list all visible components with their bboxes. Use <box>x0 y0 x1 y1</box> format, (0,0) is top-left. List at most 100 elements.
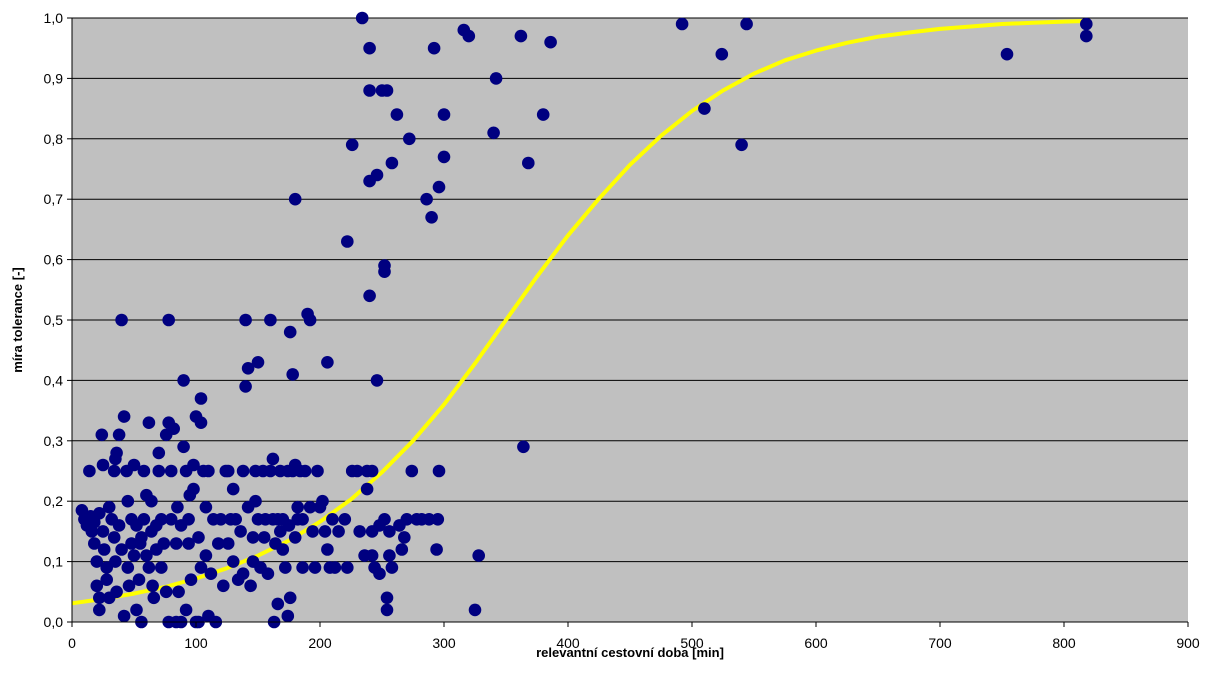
data-point <box>93 603 106 617</box>
data-point <box>110 585 123 599</box>
x-tick-label: 500 <box>680 635 704 651</box>
data-point <box>199 500 213 514</box>
data-point <box>403 132 416 146</box>
data-point <box>179 603 193 617</box>
data-point <box>241 362 255 375</box>
x-tick-label: 600 <box>804 635 828 651</box>
data-point <box>271 597 285 611</box>
data-point <box>244 579 257 593</box>
data-point <box>332 525 345 538</box>
data-point <box>239 380 252 393</box>
data-point <box>192 531 205 544</box>
data-point <box>127 458 141 472</box>
data-point <box>400 513 414 526</box>
data-point <box>380 84 394 97</box>
data-point <box>355 11 369 25</box>
data-point <box>363 84 376 97</box>
data-point <box>97 543 111 556</box>
data-point <box>432 180 446 194</box>
data-point <box>171 500 184 514</box>
data-point <box>341 235 354 248</box>
data-point <box>182 537 195 550</box>
data-point <box>236 567 250 580</box>
data-point <box>117 609 131 623</box>
data-point <box>430 543 443 556</box>
data-point <box>306 525 319 538</box>
data-point <box>395 543 409 556</box>
data-point <box>164 464 178 478</box>
data-point <box>321 543 334 556</box>
data-point <box>226 482 240 496</box>
data-point <box>437 150 451 164</box>
data-point <box>226 555 240 568</box>
data-point <box>115 313 128 327</box>
data-point <box>350 464 364 478</box>
data-point <box>155 513 168 526</box>
data-point <box>1000 47 1014 61</box>
data-point <box>162 313 175 327</box>
data-point <box>217 579 230 593</box>
data-point <box>115 543 128 556</box>
data-point <box>202 464 215 478</box>
data-point <box>522 156 535 170</box>
data-point <box>214 513 228 526</box>
data-point <box>328 561 342 574</box>
data-point <box>735 138 748 152</box>
data-point <box>489 72 503 85</box>
data-point <box>152 446 166 460</box>
data-point <box>152 464 166 478</box>
data-point <box>437 108 451 121</box>
data-point <box>296 561 309 574</box>
data-point <box>187 482 200 496</box>
data-point <box>177 440 190 454</box>
data-point <box>251 356 265 369</box>
data-point <box>221 464 235 478</box>
data-point <box>112 519 126 532</box>
data-point <box>172 585 185 599</box>
data-point <box>281 609 295 623</box>
data-point <box>239 313 252 327</box>
data-point <box>90 555 104 568</box>
data-point <box>420 192 433 206</box>
data-point <box>83 464 96 478</box>
data-point <box>137 464 151 478</box>
data-point <box>286 368 300 381</box>
data-point <box>249 494 262 508</box>
x-tick-labels: 0 100 200 300 400 500 600 700 800 900 <box>68 635 1200 651</box>
data-point <box>288 192 302 206</box>
y-tick-label: 0,0 <box>44 614 64 630</box>
data-point <box>431 513 445 526</box>
data-point <box>257 531 271 544</box>
x-tick-label: 800 <box>1052 635 1076 651</box>
data-point <box>96 525 110 538</box>
data-point <box>121 561 135 574</box>
data-point <box>169 537 183 550</box>
data-point <box>370 374 384 387</box>
data-point <box>88 537 101 550</box>
data-point <box>338 513 352 526</box>
x-tick-label: 700 <box>928 635 952 651</box>
data-point <box>487 126 500 140</box>
y-tick-label: 0,8 <box>44 131 64 147</box>
data-point <box>145 494 158 508</box>
data-point <box>432 464 446 478</box>
data-point <box>137 513 151 526</box>
data-point <box>353 525 367 538</box>
data-point <box>264 464 277 478</box>
data-point <box>125 537 138 550</box>
data-point <box>378 265 391 279</box>
data-point <box>132 573 146 586</box>
x-axis-title: relevantní cestovní doba [min] <box>536 645 724 660</box>
data-point <box>370 168 384 182</box>
data-point <box>283 325 297 339</box>
data-point <box>121 494 135 508</box>
data-point <box>266 452 280 466</box>
x-tick-label: 400 <box>556 635 580 651</box>
data-point <box>472 549 486 562</box>
x-tick-label: 100 <box>184 635 208 651</box>
data-points-layer <box>75 11 1093 629</box>
data-point <box>135 531 148 544</box>
data-point <box>517 440 530 454</box>
data-point <box>102 500 116 514</box>
